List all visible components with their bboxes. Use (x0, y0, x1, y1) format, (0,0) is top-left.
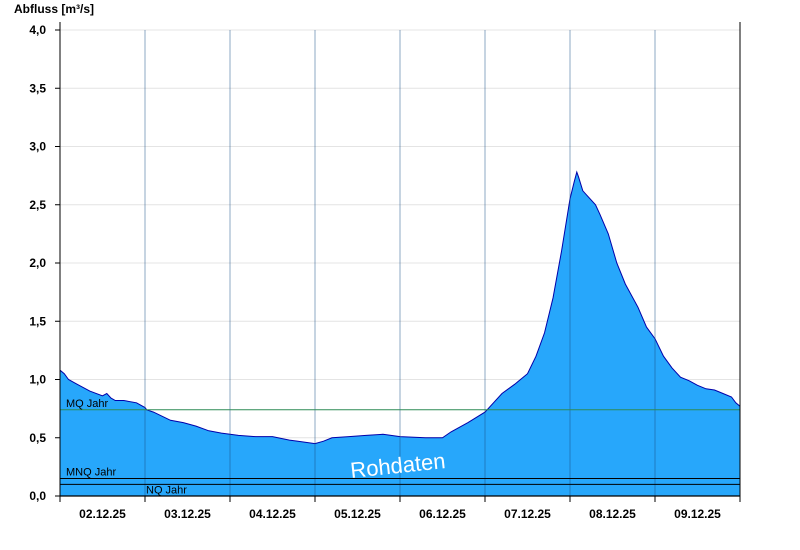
y-tick-label: 1,5 (29, 314, 46, 328)
y-tick-label: 3,0 (29, 140, 46, 154)
x-tick-label: 04.12.25 (249, 507, 296, 521)
x-tick-label: 08.12.25 (589, 507, 636, 521)
y-tick-label: 0,0 (29, 489, 46, 503)
axes (55, 22, 741, 502)
reference-label: MNQ Jahr (66, 467, 116, 479)
y-tick-label: 0,5 (29, 431, 46, 445)
x-tick-labels: 02.12.25 03.12.25 04.12.25 05.12.25 06.12.25… (79, 507, 721, 521)
x-tick-label: 06.12.25 (419, 507, 466, 521)
y-tick-label: 1,0 (29, 373, 46, 387)
x-tick-label: 07.12.25 (504, 507, 551, 521)
y-axis-label: Abfluss [m³/s] (14, 2, 94, 16)
discharge-line (59, 170, 741, 445)
x-tick-label: 09.12.25 (674, 507, 721, 521)
y-tick-labels: 0,0 0,5 1,0 1,5 2,0 2,5 3,0 3,5 4,0 (29, 23, 46, 503)
y-tick-label: 4,0 (29, 23, 46, 37)
y-tick-label: 2,0 (29, 256, 46, 270)
reference-label: NQ Jahr (146, 484, 187, 496)
reference-label: MQ Jahr (66, 398, 109, 410)
y-tick-label: 3,5 (29, 81, 46, 95)
x-tick-label: 03.12.25 (164, 507, 211, 521)
reference-lines: MQ Jahr MNQ Jahr NQ Jahr (60, 398, 740, 496)
x-tick-label: 02.12.25 (79, 507, 126, 521)
data-area (59, 30, 741, 496)
x-tick-label: 05.12.25 (334, 507, 381, 521)
y-tick-label: 2,5 (29, 198, 46, 212)
